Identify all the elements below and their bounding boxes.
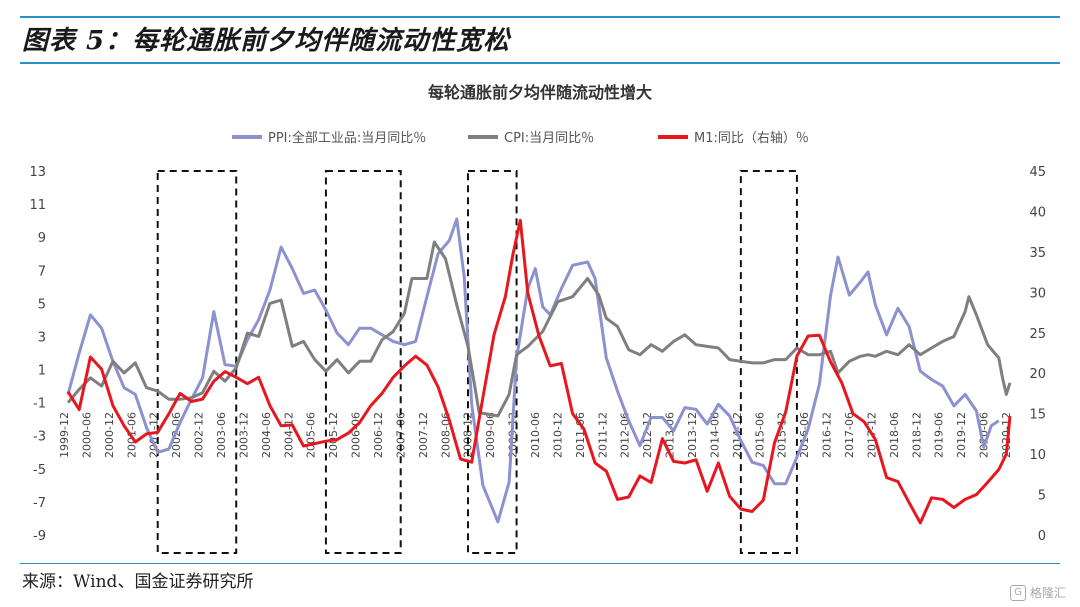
- x-axis-tick: 2007-12: [417, 412, 430, 458]
- right-axis-tick: 30: [1029, 286, 1046, 301]
- x-axis-tick: 2020-06: [978, 412, 991, 458]
- x-axis-tick: 2010-06: [529, 412, 542, 458]
- x-axis-tick: 2012-12: [641, 412, 654, 458]
- left-axis-tick: -5: [33, 463, 46, 478]
- x-axis-tick: 2017-06: [843, 412, 856, 458]
- x-axis-tick: 2015-12: [776, 412, 789, 458]
- x-axis-tick: 2003-12: [237, 412, 250, 458]
- left-axis-tick: 9: [38, 231, 46, 246]
- x-axis-tick: 2018-12: [910, 412, 923, 458]
- x-axis-tick: 2001-12: [148, 412, 161, 458]
- x-axis-tick: 2004-06: [260, 412, 273, 458]
- x-axis-tick: 2008-12: [462, 412, 475, 458]
- x-axis-tick: 2002-12: [193, 412, 206, 458]
- left-axis-tick: -7: [33, 496, 46, 511]
- x-axis-tick: 1999-12: [58, 412, 71, 458]
- left-axis-tick: 11: [29, 198, 46, 213]
- x-axis-tick: 2015-06: [753, 412, 766, 458]
- legend-label: CPI:当月同比％: [504, 131, 594, 146]
- highlight-period-box: [324, 170, 402, 554]
- x-axis-tick: 2006-12: [372, 412, 385, 458]
- series-line: [66, 240, 1012, 418]
- watermark: G 格隆汇: [1009, 584, 1066, 601]
- source-note: 来源：Wind、国金证券研究所: [22, 572, 254, 592]
- right-axis-tick: 5: [1038, 489, 1046, 504]
- left-axis-tick: -9: [33, 529, 46, 544]
- left-axis-tick: 1: [38, 364, 46, 379]
- top-rule: [20, 16, 1060, 18]
- right-axis-tick: 45: [1029, 165, 1046, 180]
- x-axis-tick: 2011-12: [596, 412, 609, 458]
- right-axis-tick: 20: [1029, 367, 1046, 382]
- x-axis-tick: 2019-12: [955, 412, 968, 458]
- left-axis-tick: 3: [38, 330, 46, 345]
- heading-rule: [20, 62, 1060, 64]
- x-axis-tick: 2003-06: [215, 412, 228, 458]
- highlight-boxes: [156, 170, 798, 554]
- left-axis-tick: -1: [33, 397, 46, 412]
- highlight-period-box: [156, 170, 238, 554]
- series-lines: [66, 217, 1012, 525]
- right-axis-tick: 35: [1029, 246, 1046, 261]
- figure-heading: 图表 5：每轮通胀前夕均伴随流动性宽松: [22, 26, 511, 56]
- x-axis-tick: 2012-06: [619, 412, 632, 458]
- x-axis-tick: 2011-06: [574, 412, 587, 458]
- x-axis-tick: 2010-12: [551, 412, 564, 458]
- bottom-rule: [20, 563, 1060, 564]
- left-axis-tick: -3: [33, 430, 46, 445]
- x-axis-tick: 2005-12: [327, 412, 340, 458]
- x-axis-tick: 2005-06: [305, 412, 318, 458]
- right-axis-tick: 10: [1029, 448, 1046, 463]
- right-axis-tick: 15: [1029, 408, 1046, 423]
- legend-label: M1:同比（右轴）％: [694, 131, 809, 146]
- left-axis-tick: 13: [29, 165, 46, 180]
- chart-legend: PPI:全部工业品:当月同比％ CPI:当月同比％ M1:同比（右轴）％: [232, 130, 809, 146]
- x-axis-tick: 2016-12: [821, 412, 834, 458]
- series-line: [66, 217, 1000, 524]
- right-axis-tick: 40: [1029, 205, 1046, 220]
- x-axis-tick: 2019-06: [933, 412, 946, 458]
- chart-title: 每轮通胀前夕均伴随流动性增大: [428, 83, 652, 102]
- left-axis-tick: 5: [38, 297, 46, 312]
- legend-label: PPI:全部工业品:当月同比％: [268, 130, 426, 146]
- x-axis-tick: 2014-06: [708, 412, 721, 458]
- series-line: [66, 218, 1012, 525]
- line-chart: 每轮通胀前夕均伴随流动性增大 PPI:全部工业品:当月同比％ CPI:当月同比％ M…: [29, 83, 1046, 554]
- x-axis-tick: 2004-12: [282, 412, 295, 458]
- right-axis-tick: 25: [1029, 327, 1046, 342]
- highlight-period-box: [466, 170, 518, 554]
- x-axis-tick: 2009-06: [484, 412, 497, 458]
- right-axis-tick: 0: [1038, 529, 1046, 544]
- x-axis-tick: 2000-06: [80, 412, 93, 458]
- watermark-text: 格隆汇: [1029, 586, 1066, 600]
- axes: 13 11 9 7 5 3 1 -1 -3 -5 -7 -9 45 40 35 30 25 20 15 10 5 0 199…: [29, 165, 1046, 544]
- left-axis-tick: 7: [38, 264, 46, 279]
- x-axis-tick: 2000-12: [103, 412, 116, 458]
- watermark-logo-icon: G: [1009, 584, 1026, 601]
- x-axis-tick: 2018-06: [888, 412, 901, 458]
- x-axis-tick: 2013-12: [686, 412, 699, 458]
